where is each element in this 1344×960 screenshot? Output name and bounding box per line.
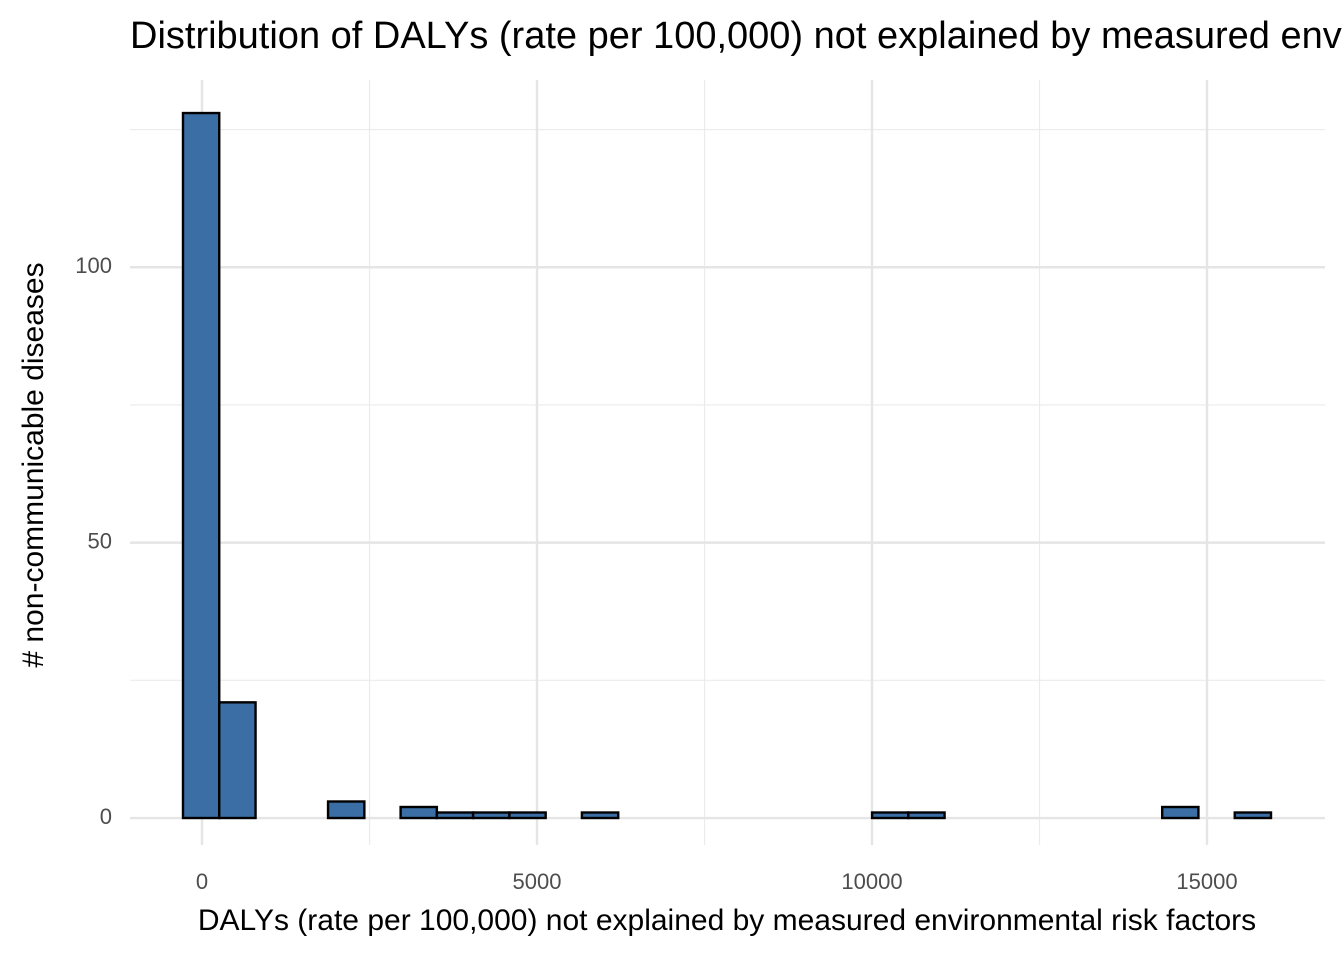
x-tick-label: 10000 (841, 869, 902, 894)
x-axis-label: DALYs (rate per 100,000) not explained b… (198, 904, 1256, 937)
bar (580, 811, 620, 820)
bar (218, 701, 257, 820)
bar (181, 111, 221, 820)
x-tick-label: 5000 (513, 869, 562, 894)
bar (399, 805, 439, 820)
bar (907, 811, 946, 820)
bar (1233, 811, 1273, 820)
bar (1160, 805, 1200, 820)
x-tick-label: 0 (196, 869, 208, 894)
y-axis-label: # non-communicable diseases (17, 262, 50, 667)
x-tick-label: 15000 (1176, 869, 1237, 894)
bar (870, 811, 910, 820)
y-tick-label: 50 (88, 528, 112, 553)
y-tick-label: 100 (75, 253, 112, 278)
bar (471, 811, 511, 820)
bar (508, 811, 547, 820)
bar (435, 811, 475, 820)
chart-title: Distribution of DALYs (rate per 100,000)… (130, 15, 1344, 57)
bar (326, 800, 366, 820)
y-tick-label: 0 (100, 804, 112, 829)
